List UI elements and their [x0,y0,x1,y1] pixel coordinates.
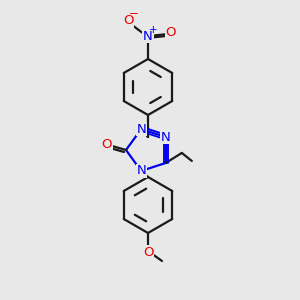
Text: N: N [136,164,146,177]
Text: O: O [143,245,153,259]
Text: N: N [136,123,146,136]
Text: O: O [166,26,176,40]
Text: O: O [102,139,112,152]
Text: N: N [143,29,153,43]
Text: O: O [123,14,133,28]
Text: +: + [149,25,157,35]
Text: −: − [129,8,139,20]
Text: N: N [161,130,171,144]
